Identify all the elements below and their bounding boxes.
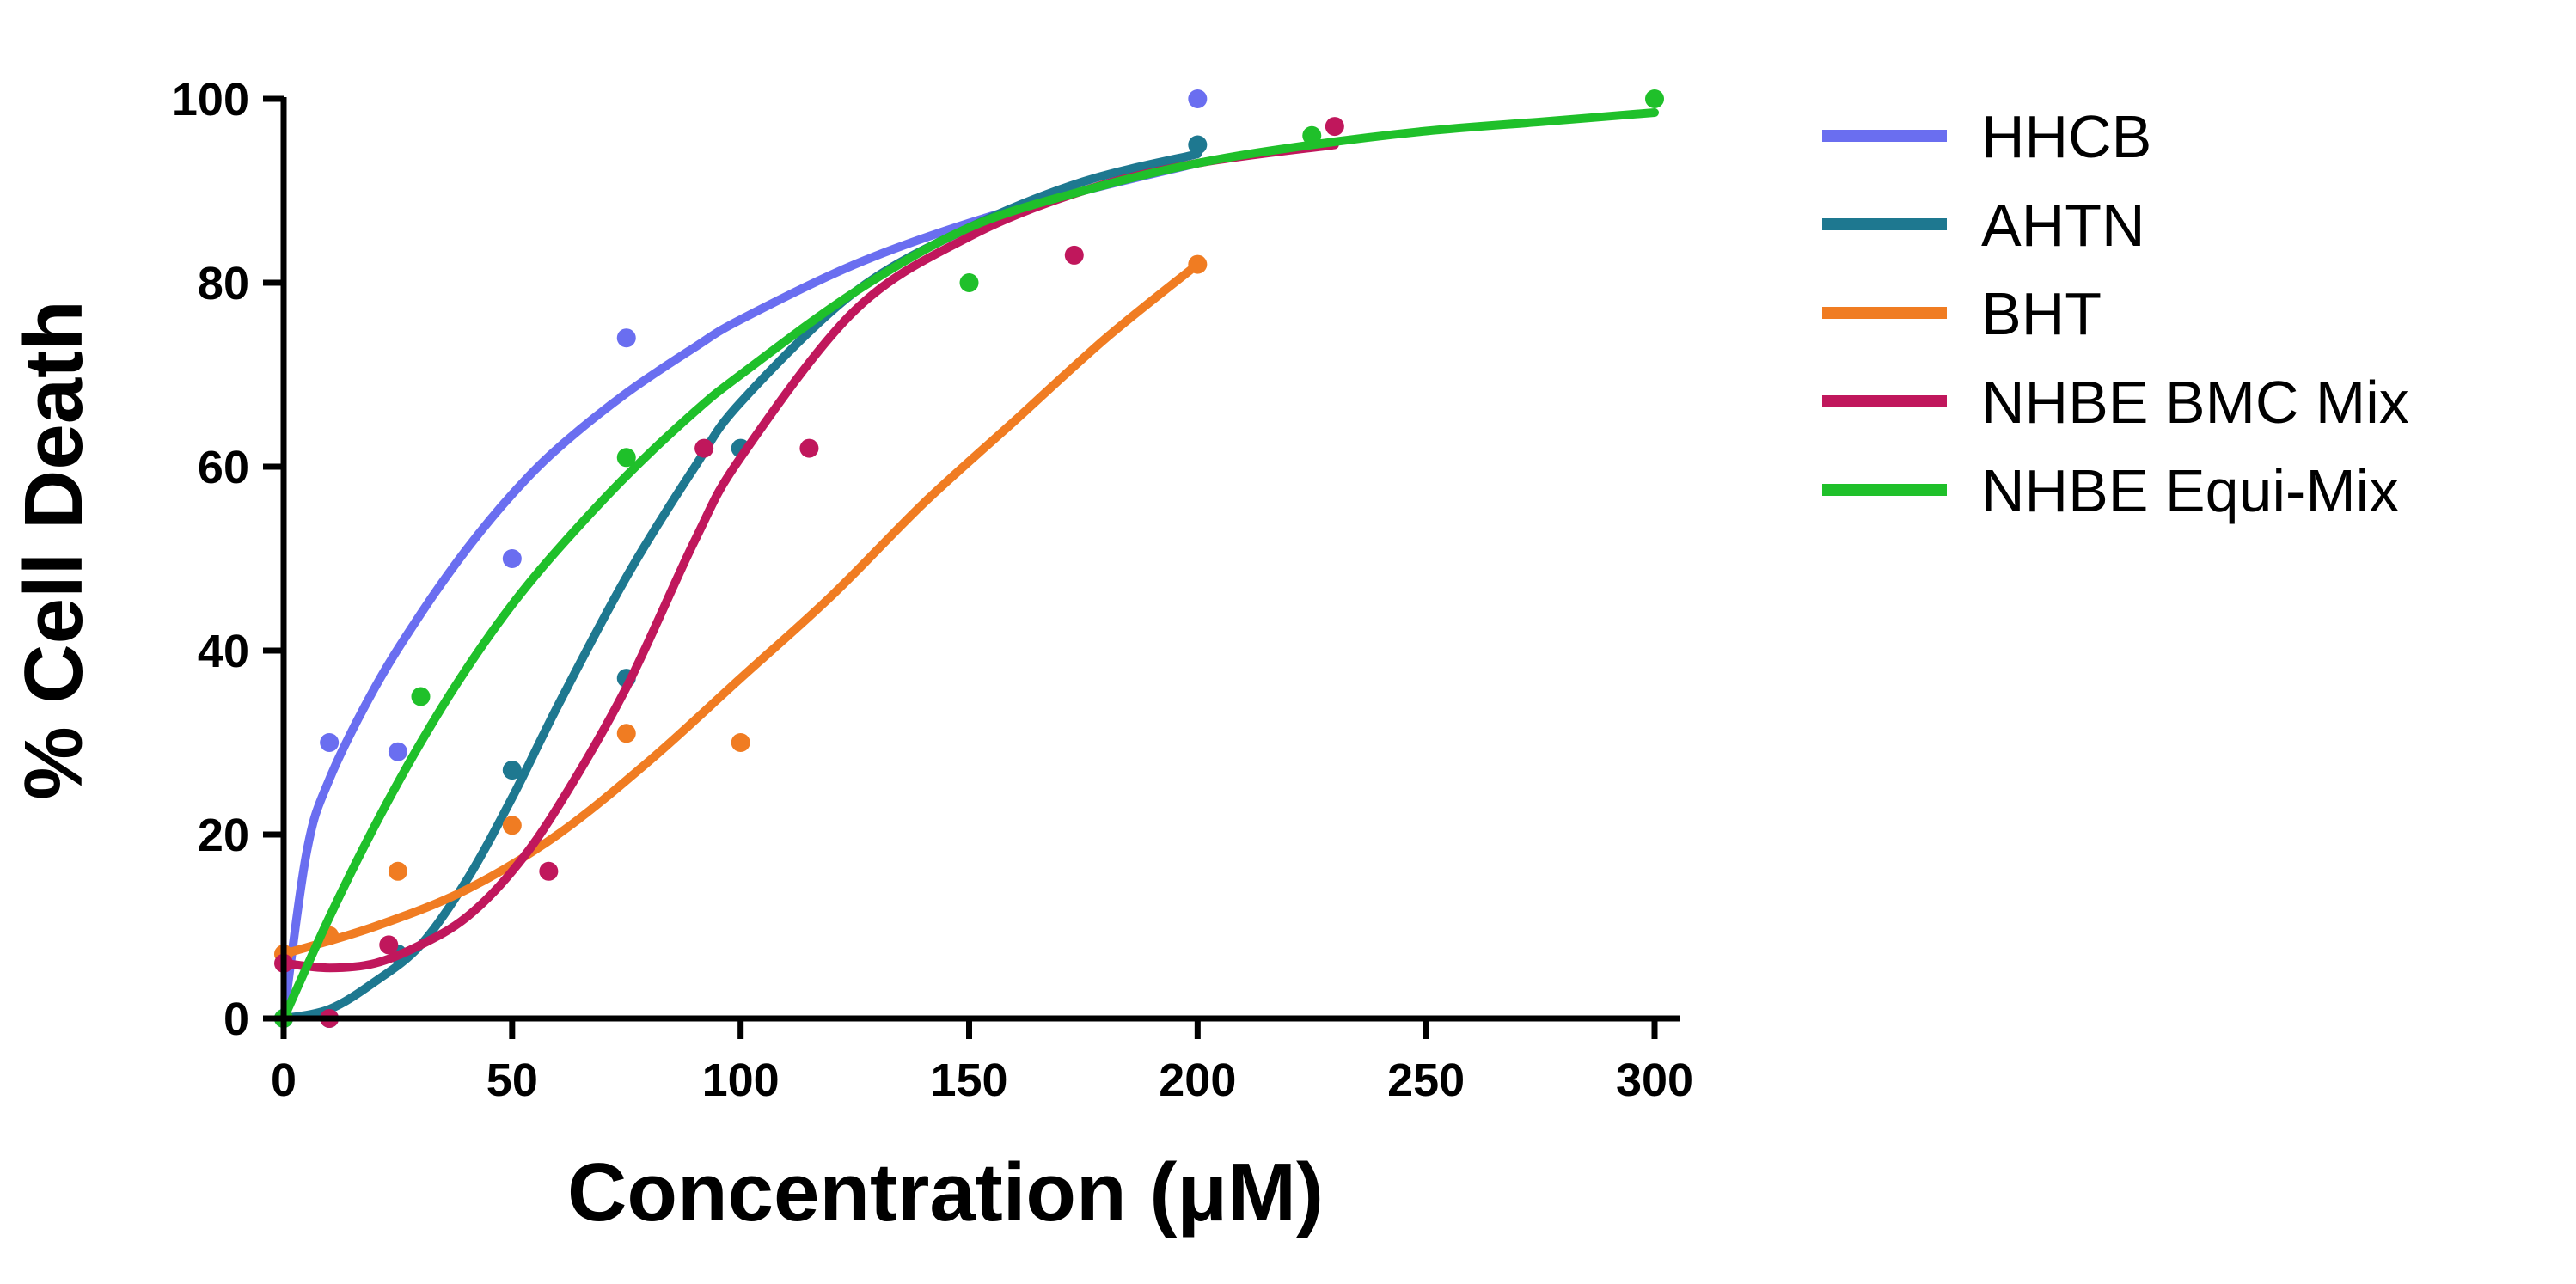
data-point-hhcb (388, 742, 407, 761)
legend-label-bht: BHT (1981, 280, 2102, 347)
y-tick-label: 60 (198, 442, 249, 493)
series-line-hhcb (279, 158, 1202, 1023)
series-line-bht (279, 260, 1202, 959)
y-axis-title: % Cell Death (8, 300, 100, 799)
data-point-ahtn (1188, 135, 1208, 155)
legend: HHCB AHTN BHT NHBE BMC Mix NHBE Equi-Mix (1822, 103, 2409, 524)
data-point-bht (388, 861, 407, 881)
y-tick-label: 40 (198, 626, 249, 677)
data-point-nhbe-equi-mix (411, 687, 431, 706)
data-point-bht (616, 724, 636, 743)
plot-area (274, 89, 1664, 1028)
data-point-nhbe-bmc-mix (379, 935, 399, 955)
series-line-nhbe-bmc-mix (279, 140, 1339, 973)
data-point-hhcb (616, 328, 636, 348)
legend-label-nhbe-equi-mix: NHBE Equi-Mix (1981, 457, 2399, 524)
y-tick-label: 80 (198, 258, 249, 309)
x-tick-label: 50 (486, 1055, 538, 1106)
series-line-ahtn (279, 150, 1202, 1023)
data-point-nhbe-bmc-mix (799, 438, 819, 458)
data-point-nhbe-bmc-mix (539, 861, 559, 881)
x-tick-label: 200 (1159, 1055, 1236, 1106)
legend-label-hhcb: HHCB (1981, 103, 2151, 170)
x-tick-label: 250 (1387, 1055, 1465, 1106)
x-tick-label: 300 (1616, 1055, 1693, 1106)
series-line-nhbe-equi-mix (279, 108, 1659, 1023)
data-point-ahtn (502, 761, 522, 780)
y-tick-label: 0 (223, 994, 249, 1045)
data-point-nhbe-bmc-mix (694, 438, 714, 458)
data-point-nhbe-equi-mix (959, 273, 979, 292)
data-point-bht (731, 733, 750, 752)
legend-label-ahtn: AHTN (1981, 192, 2145, 259)
y-tick-label: 20 (198, 810, 249, 861)
data-point-nhbe-bmc-mix (1064, 245, 1084, 265)
data-point-nhbe-equi-mix (616, 448, 636, 468)
data-point-hhcb (320, 733, 340, 752)
x-tick-label: 100 (702, 1055, 780, 1106)
data-point-nhbe-bmc-mix (1325, 117, 1344, 137)
x-axis-title: Concentration (μM) (567, 1146, 1324, 1238)
data-point-hhcb (1188, 89, 1208, 108)
data-point-bht (1188, 254, 1208, 274)
data-point-hhcb (502, 549, 522, 568)
data-point-bht (502, 816, 522, 835)
data-point-nhbe-equi-mix (1302, 125, 1322, 145)
y-tick-label: 100 (172, 74, 249, 125)
x-tick-label: 150 (930, 1055, 1007, 1106)
legend-label-nhbe-bmc-mix: NHBE BMC Mix (1981, 369, 2409, 436)
axes: 0 20 40 60 80 100 0 50 100 150 200 250 300 (172, 74, 1693, 1106)
x-tick-label: 0 (271, 1055, 297, 1106)
data-point-nhbe-equi-mix (1645, 89, 1664, 108)
